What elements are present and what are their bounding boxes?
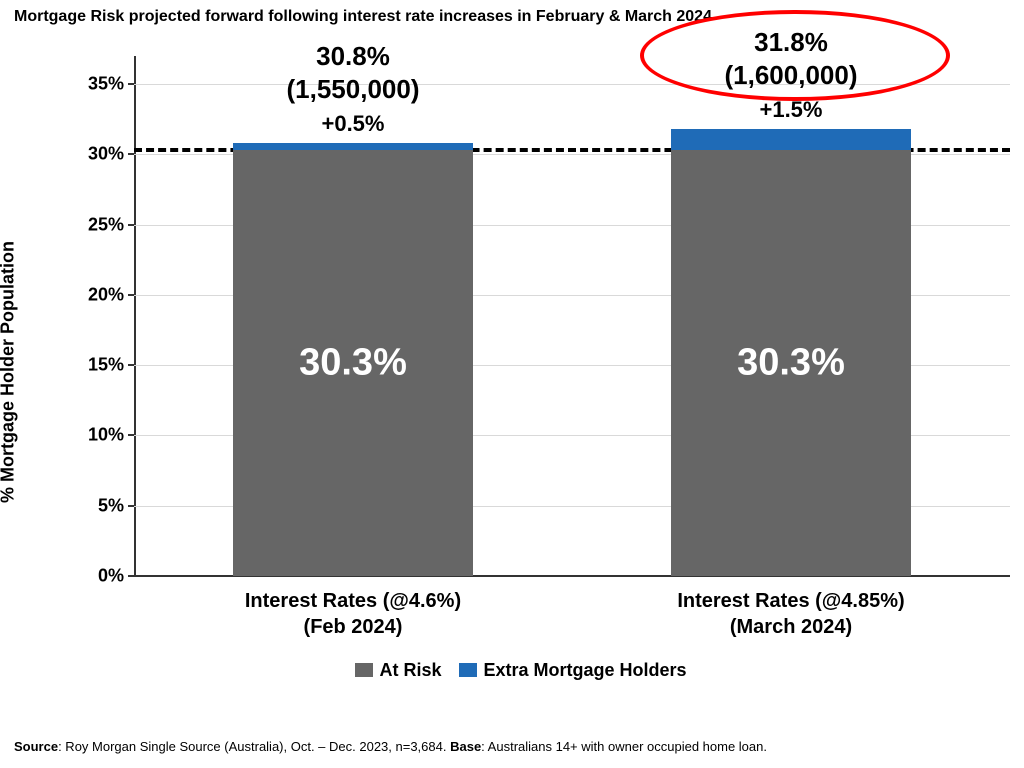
bar-extra	[671, 129, 912, 150]
legend: At Risk Extra Mortgage Holders	[14, 660, 1010, 681]
source-line: Source: Roy Morgan Single Source (Austra…	[14, 739, 767, 754]
bar-total-label: 30.8%(1,550,000)	[160, 40, 545, 105]
chart-title: Mortgage Risk projected forward followin…	[14, 8, 712, 26]
y-tick-mark	[128, 575, 134, 577]
y-tick-mark	[128, 434, 134, 436]
legend-swatch	[459, 663, 477, 677]
legend-swatch	[355, 663, 373, 677]
y-tick-mark	[128, 364, 134, 366]
y-tick-mark	[128, 153, 134, 155]
y-tick-mark	[128, 83, 134, 85]
bar-total-label: 31.8%(1,600,000)	[598, 26, 983, 91]
bar-at-risk: 30.3%	[233, 150, 474, 576]
legend-label: At Risk	[379, 660, 441, 680]
y-axis-line	[134, 56, 136, 576]
bar-group: 30.3%+0.5%30.8%(1,550,000)	[233, 143, 474, 576]
bar-inner-label: 30.3%	[671, 342, 912, 385]
y-axis-label: % Mortgage Holder Population	[0, 241, 19, 503]
delta-label: +1.5%	[671, 97, 912, 123]
category-label: Interest Rates (@4.85%)(March 2024)	[572, 588, 1010, 640]
bar-at-risk: 30.3%	[671, 150, 912, 576]
bar-inner-label: 30.3%	[233, 342, 474, 385]
y-tick-mark	[128, 294, 134, 296]
chart: % Mortgage Holder Population 0%5%10%15%2…	[14, 56, 1010, 688]
legend-label: Extra Mortgage Holders	[483, 660, 686, 680]
y-tick-mark	[128, 505, 134, 507]
category-label: Interest Rates (@4.6%)(Feb 2024)	[134, 588, 572, 640]
bar-extra	[233, 143, 474, 150]
delta-label: +0.5%	[233, 111, 474, 137]
y-tick-mark	[128, 224, 134, 226]
bar-group: 30.3%+1.5%31.8%(1,600,000)	[671, 129, 912, 576]
plot-area: 0%5%10%15%20%25%30%35%30.3%+0.5%30.8%(1,…	[134, 56, 1010, 576]
